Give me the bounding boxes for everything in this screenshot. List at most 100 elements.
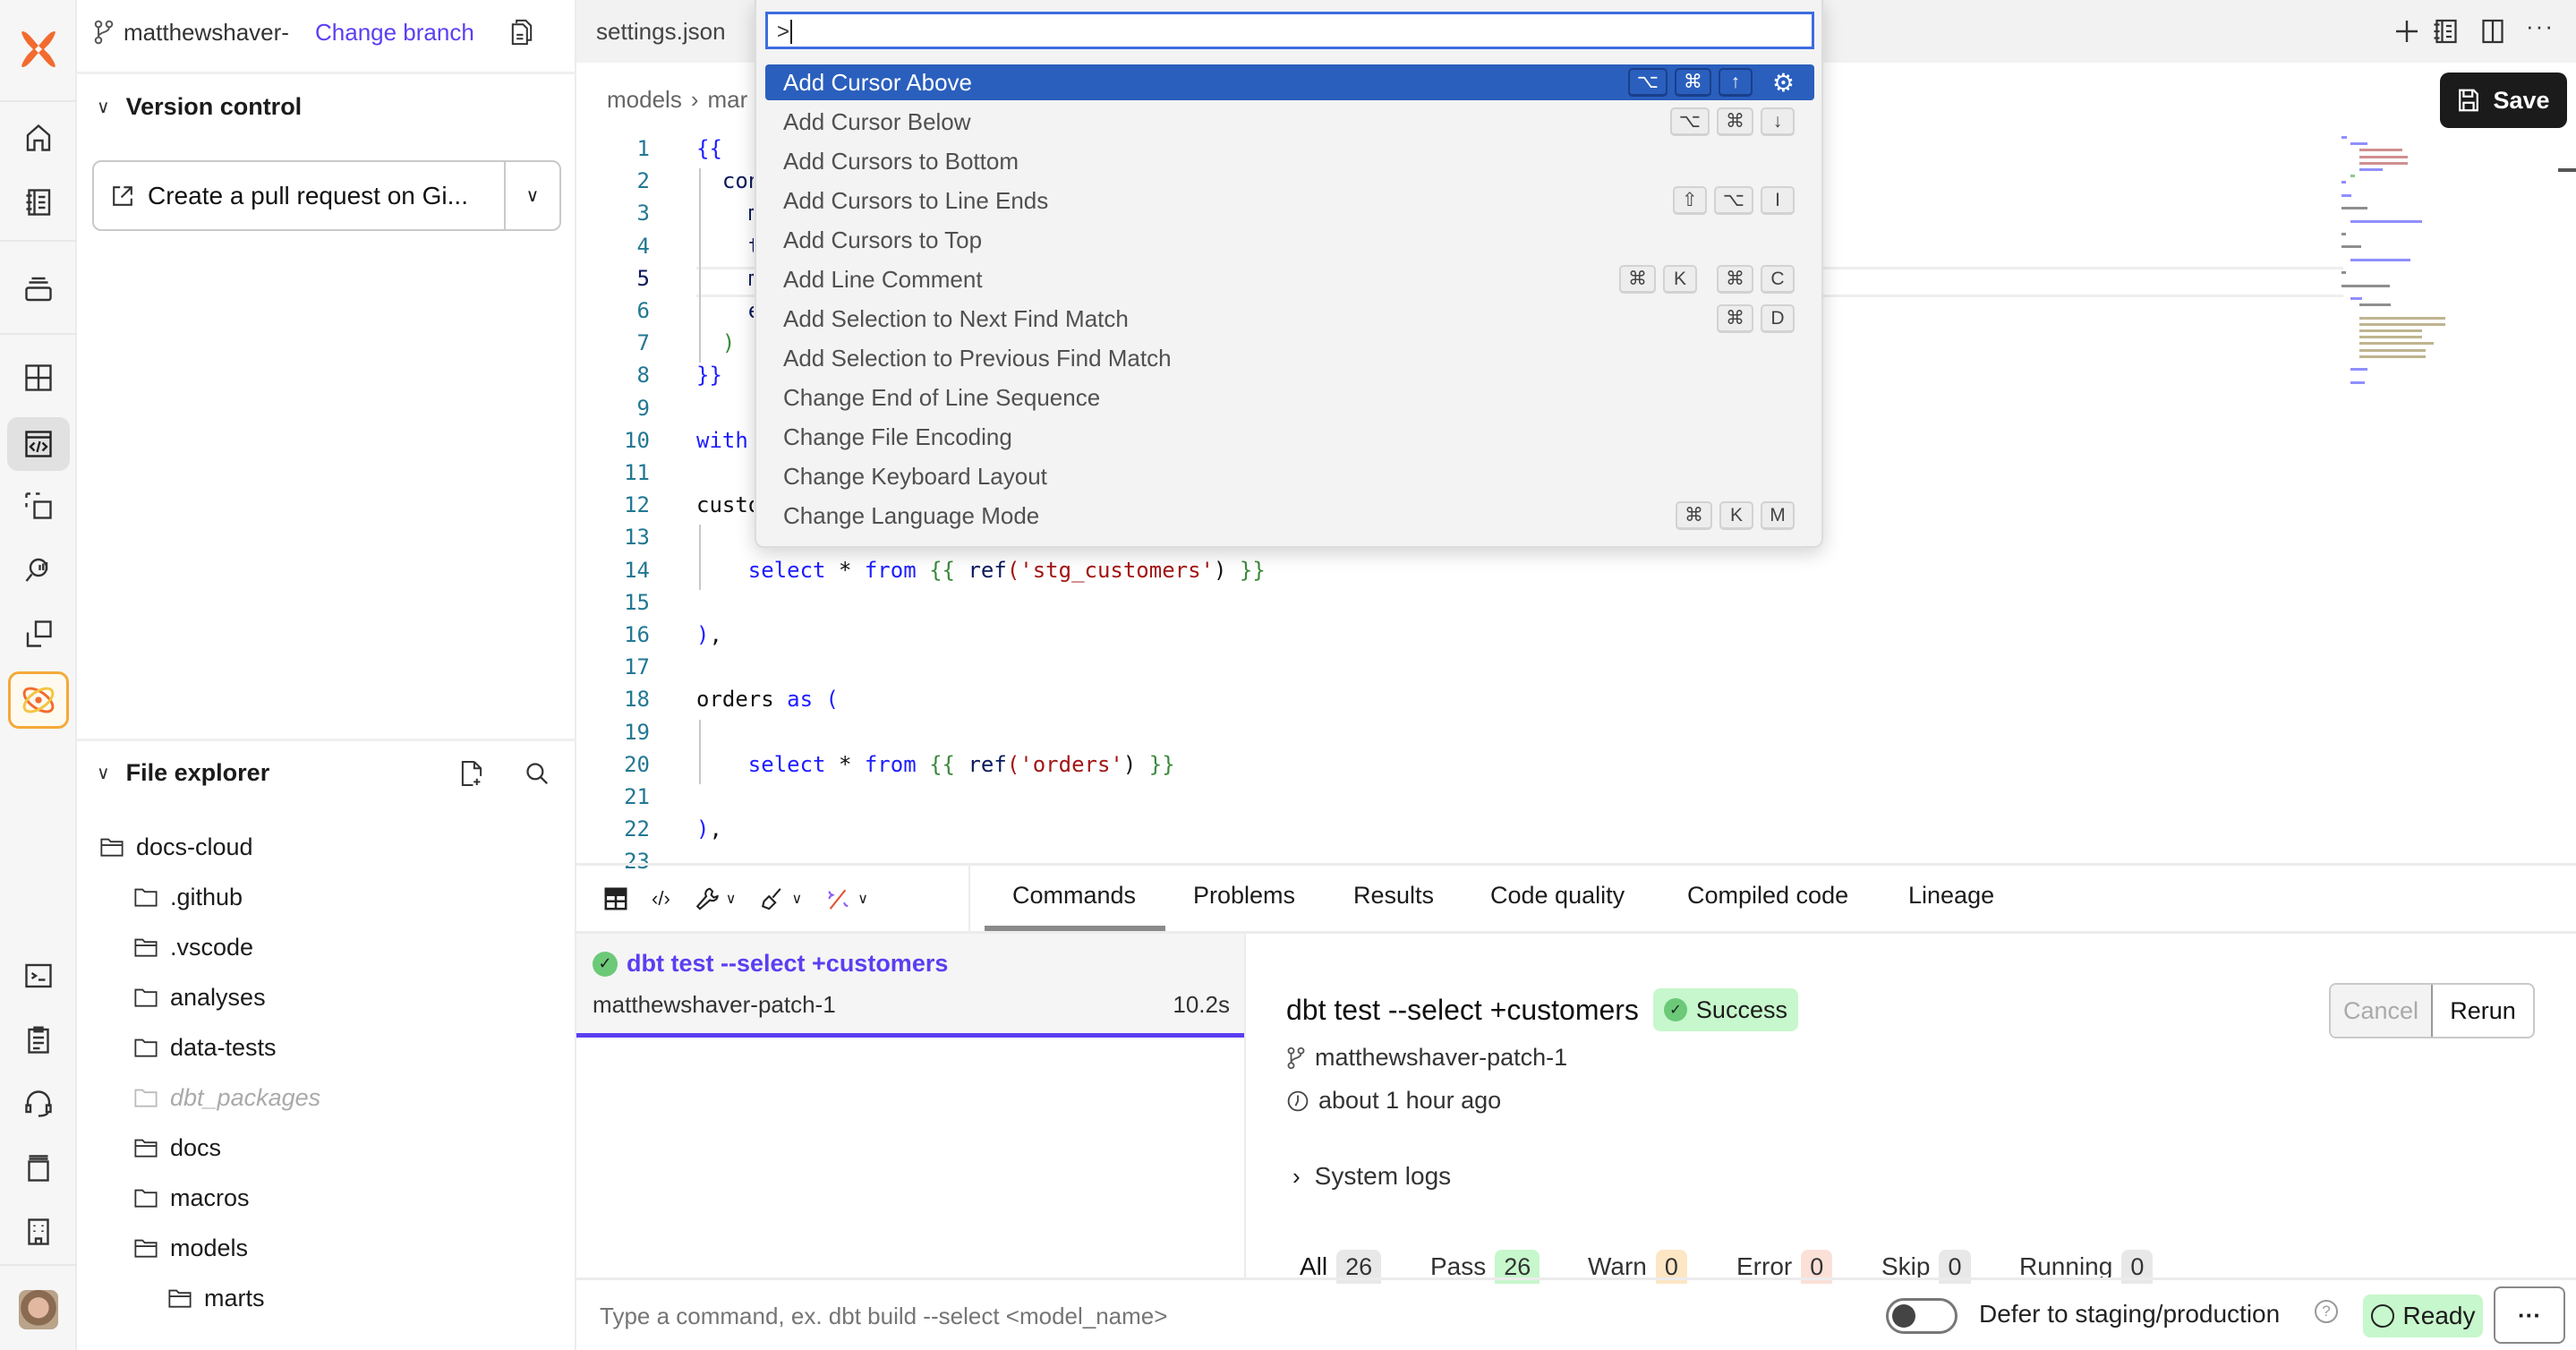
broom-dropdown[interactable]: ∨ — [759, 886, 802, 911]
keybinding: ⌥ ⌘ ↓ — [1669, 107, 1795, 136]
code-editor-icon[interactable] — [7, 417, 70, 471]
command-palette-item[interactable]: Change Keyboard Layout — [765, 458, 1814, 494]
file-tree-item[interactable]: models — [134, 1226, 248, 1270]
pr-options-dropdown[interactable]: ∨ — [504, 162, 559, 229]
stack-icon[interactable] — [13, 264, 64, 314]
scrollbar-thumb[interactable] — [2558, 168, 2576, 172]
key-cap: ⌘ — [1674, 68, 1711, 97]
search-icon[interactable] — [525, 761, 550, 786]
avatar[interactable] — [13, 1285, 64, 1335]
minimap-line — [2341, 271, 2346, 275]
file-name: models — [170, 1234, 249, 1261]
command-palette-item[interactable]: Add Cursor Below ⌥ ⌘ ↓ — [765, 104, 1814, 140]
save-button[interactable]: Save — [2440, 73, 2567, 128]
file-tree-item[interactable]: .github — [134, 875, 243, 919]
clipboard-icon[interactable] — [13, 1015, 64, 1065]
command-palette-item[interactable]: Change End of Line Sequence — [765, 380, 1814, 415]
new-file-icon[interactable] — [460, 760, 483, 787]
command-palette-input[interactable]: > — [765, 12, 1814, 49]
create-pr-button[interactable]: Create a pull request on Gi... — [94, 162, 504, 229]
command-input[interactable] — [584, 1289, 1837, 1343]
line-number: 20 — [624, 751, 650, 777]
help-icon[interactable]: ? — [2315, 1300, 2338, 1323]
cancel-button[interactable]: Cancel — [2331, 985, 2431, 1037]
create-pr-button-group: Create a pull request on Gi... ∨ — [92, 160, 561, 231]
headset-icon[interactable] — [13, 1079, 64, 1129]
command-palette-item[interactable]: Add Selection to Next Find Match ⌘ D — [765, 301, 1814, 337]
file-tree-item[interactable]: marts — [168, 1276, 265, 1320]
command-label: Change File Encoding — [783, 423, 1012, 450]
command-palette-item[interactable]: Add Cursors to Bottom — [765, 143, 1814, 179]
code-line: enabled = true — [696, 298, 754, 323]
key-cap: ↑ — [1718, 68, 1753, 97]
command-palette-item[interactable]: Add Cursors to Line Ends ⇧ ⌥ I — [765, 183, 1814, 218]
breadcrumb-item[interactable]: models — [607, 86, 682, 113]
rerun-button[interactable]: Rerun — [2431, 985, 2533, 1037]
defer-toggle[interactable] — [1886, 1298, 1958, 1334]
folder-icon — [134, 1189, 158, 1208]
count-filter-warn[interactable]: Warn 0 — [1588, 1250, 1687, 1284]
tab-results[interactable]: Results — [1353, 882, 1435, 909]
table-icon[interactable] — [603, 886, 628, 911]
dashed-select-icon[interactable] — [13, 481, 64, 531]
change-branch-link[interactable]: Change branch — [315, 18, 474, 46]
indent-guide — [699, 525, 701, 590]
wrench-icon — [695, 887, 719, 910]
version-control-header[interactable]: ∨ Version control — [97, 93, 302, 121]
add-tab-icon[interactable] — [2393, 18, 2420, 45]
command-palette-item[interactable]: Add Line Comment ⌘ K ⌘ C — [765, 261, 1814, 297]
grid-icon[interactable] — [13, 353, 64, 403]
minimap-line — [2350, 219, 2422, 223]
command-palette-item[interactable]: Add Cursors to Top — [765, 222, 1814, 258]
file-tree-item[interactable]: .vscode — [134, 925, 253, 970]
file-tree-item[interactable]: docs — [134, 1125, 221, 1170]
line-number: 7 — [636, 330, 650, 356]
building-icon[interactable] — [13, 1207, 64, 1257]
file-tree-item[interactable]: analyses — [134, 975, 266, 1020]
more-options-icon[interactable]: ··· — [2526, 13, 2555, 39]
magic-wand-icon — [828, 889, 849, 910]
command-palette-item[interactable]: Add Cursor Above ⌥ ⌘ ↑ ⚙ — [765, 64, 1814, 100]
magic-dropdown[interactable]: ∨ — [825, 886, 868, 911]
more-actions-button[interactable]: ··· — [2494, 1286, 2565, 1344]
notebook-icon[interactable] — [2433, 18, 2460, 45]
tab-settings-json[interactable]: settings.json — [596, 18, 726, 45]
home-icon[interactable] — [13, 113, 64, 163]
search-chart-icon[interactable] — [13, 545, 64, 595]
book-icon[interactable] — [13, 1143, 64, 1193]
command-history-item[interactable]: ✓ dbt test --select +customers matthewsh… — [576, 934, 1244, 1038]
tab-compiled-code[interactable]: Compiled code — [1687, 882, 1849, 909]
file-tree-item[interactable]: docs-cloud — [100, 825, 253, 869]
command-label: Add Cursors to Bottom — [783, 147, 1019, 175]
code-icon[interactable]: ‹/› — [652, 886, 670, 910]
terminal-icon[interactable] — [13, 951, 64, 1001]
tab-code-quality[interactable]: Code quality — [1490, 882, 1625, 909]
command-palette-item[interactable]: Change File Encoding — [765, 419, 1814, 455]
file-explorer-header[interactable]: ∨ File explorer — [97, 759, 562, 787]
notebook-icon[interactable] — [13, 177, 64, 227]
key-cap: ⌘ — [1619, 265, 1656, 294]
tab-problems[interactable]: Problems — [1193, 882, 1296, 909]
command-palette-item[interactable]: Add Selection to Previous Find Match — [765, 340, 1814, 376]
folder-open-icon — [100, 838, 124, 857]
dbt-logo-icon[interactable] — [13, 24, 64, 74]
line-number: 13 — [624, 525, 650, 551]
copy-icon[interactable] — [13, 609, 64, 659]
minimap-line — [2341, 181, 2346, 184]
atom-icon[interactable] — [8, 671, 69, 729]
file-tree-item[interactable]: dbt_packages — [134, 1075, 320, 1120]
copy-branch-icon[interactable] — [508, 18, 535, 47]
tab-lineage[interactable]: Lineage — [1908, 882, 1995, 909]
file-tree-item[interactable]: macros — [134, 1175, 250, 1220]
system-logs-toggle[interactable]: › System logs — [1292, 1162, 1451, 1191]
minimap[interactable] — [2341, 136, 2485, 396]
gear-icon[interactable]: ⚙ — [1771, 69, 1795, 97]
command-palette-item[interactable]: Change Language Mode ⌘ K M — [765, 498, 1814, 534]
minimap-line — [2341, 284, 2391, 287]
wrench-dropdown[interactable]: ∨ — [694, 886, 736, 911]
tab-commands[interactable]: Commands — [1012, 882, 1137, 909]
file-tree-item[interactable]: data-tests — [134, 1025, 277, 1070]
key-cap: K — [1663, 265, 1697, 294]
split-editor-icon[interactable] — [2479, 18, 2506, 45]
breadcrumb-item[interactable]: mar — [707, 86, 748, 113]
